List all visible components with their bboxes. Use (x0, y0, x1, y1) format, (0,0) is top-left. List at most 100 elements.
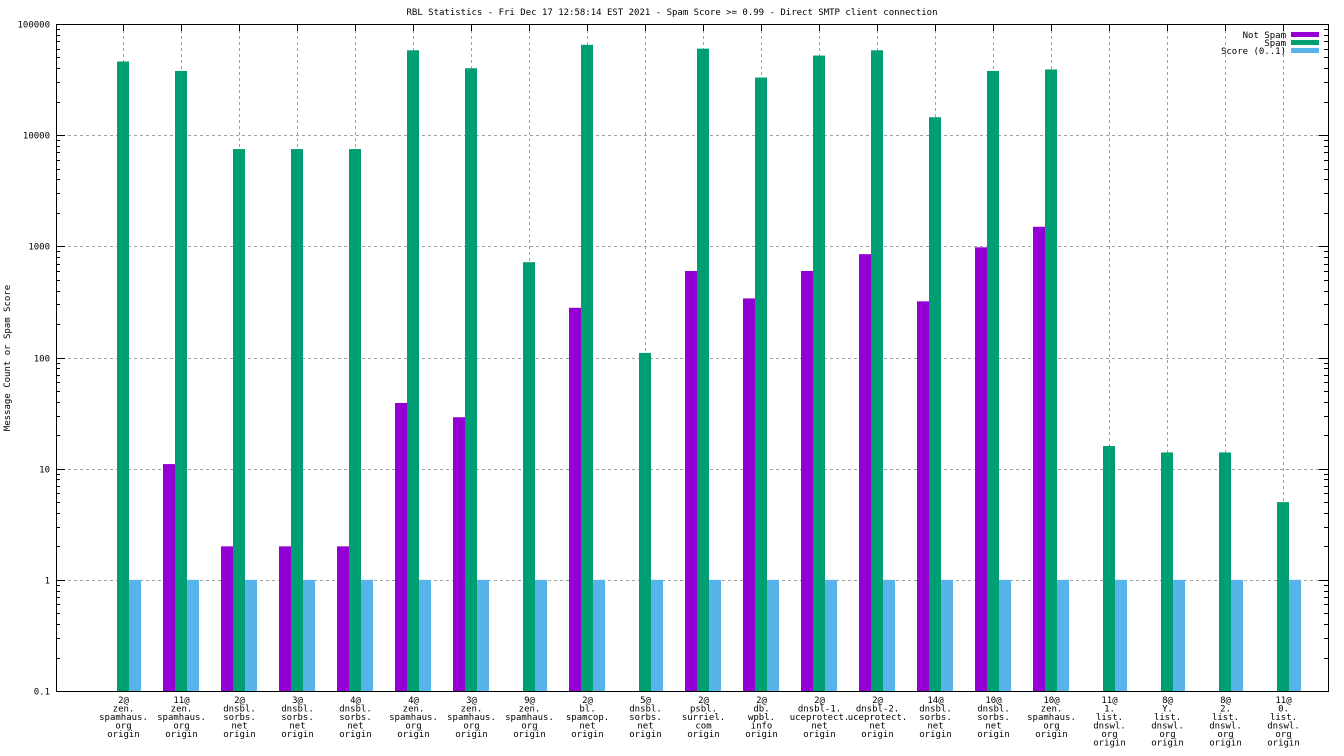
x-tick-label-line: origin (919, 730, 952, 740)
x-tick-label-line: zen. (519, 705, 541, 715)
x-tick-label-line: origin (861, 730, 894, 740)
x-tick-label-line: dnsbl. (281, 705, 314, 715)
x-tick-label-line: dnswl. (1151, 722, 1184, 732)
x-tick-label-line: org (1043, 722, 1059, 732)
x-tick-label: 14@ dnsbl. sorbs. net origin (919, 696, 952, 740)
x-tick-label-line: info (751, 722, 773, 732)
x-tick-label-line: 10@ (985, 696, 1002, 706)
x-tick-label-line: origin (687, 730, 720, 740)
bar-score-0-1 (999, 579, 1011, 691)
bar-not-spam (569, 307, 581, 691)
x-tick-label-line: sorbs. (281, 713, 314, 723)
bar-spam (581, 44, 593, 692)
x-tick-label-line: spamhaus. (99, 713, 148, 723)
x-tick-label-line: uceprotect. (790, 713, 850, 723)
x-tick-label: 2@ dnsbl-2. uceprotect. net origin (848, 696, 908, 740)
x-tick-label-line: list. (1212, 713, 1239, 723)
x-tick-label-line: psbl. (690, 705, 717, 715)
x-tick-label-line: origin (281, 730, 314, 740)
x-tick-label-line: 0. (1278, 705, 1289, 715)
x-tick-label-line: net (811, 722, 827, 732)
x-tick-label-line: net (927, 722, 943, 732)
x-tick-label-line: dnswl. (1093, 722, 1126, 732)
x-tick-label-line: 4@ (350, 696, 361, 706)
x-tick-label-line: org (463, 722, 479, 732)
bar-not-spam (279, 546, 291, 691)
bar-spam (929, 117, 941, 692)
x-tick-label-line: zen. (461, 705, 483, 715)
x-tick-label-line: zen. (1041, 705, 1063, 715)
bar-not-spam (221, 546, 233, 691)
x-tick-label-line: spamhaus. (505, 713, 554, 723)
bar-score-0-1 (883, 579, 895, 691)
x-tick-label-line: 2. (1220, 705, 1231, 715)
x-tick-label: 2@ db. wpbl. info origin (745, 696, 778, 740)
bar-spam (291, 149, 303, 692)
x-tick-label-line: 2@ (582, 696, 593, 706)
bar-score-0-1 (1115, 579, 1127, 691)
bar-not-spam (1033, 226, 1045, 691)
x-tick-label: 5@ dnsbl. sorbs. net origin (629, 696, 662, 740)
bar-score-0-1 (187, 579, 199, 691)
bar-score-0-1 (709, 579, 721, 691)
bar-not-spam (395, 402, 407, 691)
x-tick-label-line: origin (1151, 739, 1184, 749)
bar-score-0-1 (129, 579, 141, 691)
x-tick-label-line: origin (745, 730, 778, 740)
bar-spam (697, 48, 709, 692)
x-tick-label-line: zen. (113, 705, 135, 715)
bar-spam (1219, 452, 1231, 691)
x-tick-label-line: net (869, 722, 885, 732)
legend-label: Score (0..1) (1221, 47, 1286, 57)
bar-not-spam (163, 464, 175, 691)
x-tick-label-line: spamcop. (566, 713, 609, 723)
bar-spam (987, 70, 999, 692)
bar-spam (755, 77, 767, 691)
x-tick-label-line: org (1217, 730, 1233, 740)
x-tick-label-line: origin (977, 730, 1010, 740)
x-tick-label: 4@ zen. spamhaus. org origin (389, 696, 438, 740)
bar-spam (813, 55, 825, 691)
x-tick-label-line: 11@ (1275, 696, 1292, 706)
x-tick-label: 9@ zen. spamhaus. org origin (505, 696, 554, 740)
bar-spam (871, 50, 883, 691)
bar-spam (639, 352, 651, 691)
x-tick-label-line: net (289, 722, 305, 732)
x-tick-label-line: org (173, 722, 189, 732)
bar-spam (349, 149, 361, 692)
y-tick-label: 10000 (23, 132, 50, 142)
bar-not-spam (453, 417, 465, 691)
x-tick-label-line: Y. (1162, 705, 1173, 715)
y-tick-label: 1000 (28, 243, 50, 253)
bar-score-0-1 (1289, 579, 1301, 691)
bar-score-0-1 (1173, 579, 1185, 691)
x-tick-label: 11@ 0. list. dnswl. org origin (1267, 696, 1300, 749)
bar-score-0-1 (535, 579, 547, 691)
bar-score-0-1 (1231, 579, 1243, 691)
x-tick-label-line: 4@ (408, 696, 419, 706)
bar-spam (523, 262, 535, 691)
x-tick-label-line: dnsbl-1. (798, 705, 841, 715)
x-tick-label-line: 8@ (1162, 696, 1173, 706)
bar-spam (1045, 69, 1057, 692)
x-tick-label-line: surriel. (682, 713, 725, 723)
x-tick-label: 10@ dnsbl. sorbs. net origin (977, 696, 1010, 740)
x-tick-label-line: origin (629, 730, 662, 740)
x-tick-label-line: dnswl. (1209, 722, 1242, 732)
x-tick-label-line: origin (165, 730, 198, 740)
x-tick-label-line: spamhaus. (1027, 713, 1076, 723)
x-tick-label-line: 2@ (756, 696, 767, 706)
x-tick-label-line: origin (339, 730, 372, 740)
x-tick-label-line: net (231, 722, 247, 732)
x-tick-label-line: sorbs. (223, 713, 256, 723)
x-tick-label-line: 2@ (872, 696, 883, 706)
bar-spam (117, 61, 129, 691)
x-tick-label-line: org (405, 722, 421, 732)
bar-not-spam (337, 546, 349, 691)
bar-spam (465, 68, 477, 691)
x-tick-label-line: org (521, 722, 537, 732)
x-tick-label: 8@ 2. list. dnswl. org origin (1209, 696, 1242, 749)
bar-spam (175, 70, 187, 692)
